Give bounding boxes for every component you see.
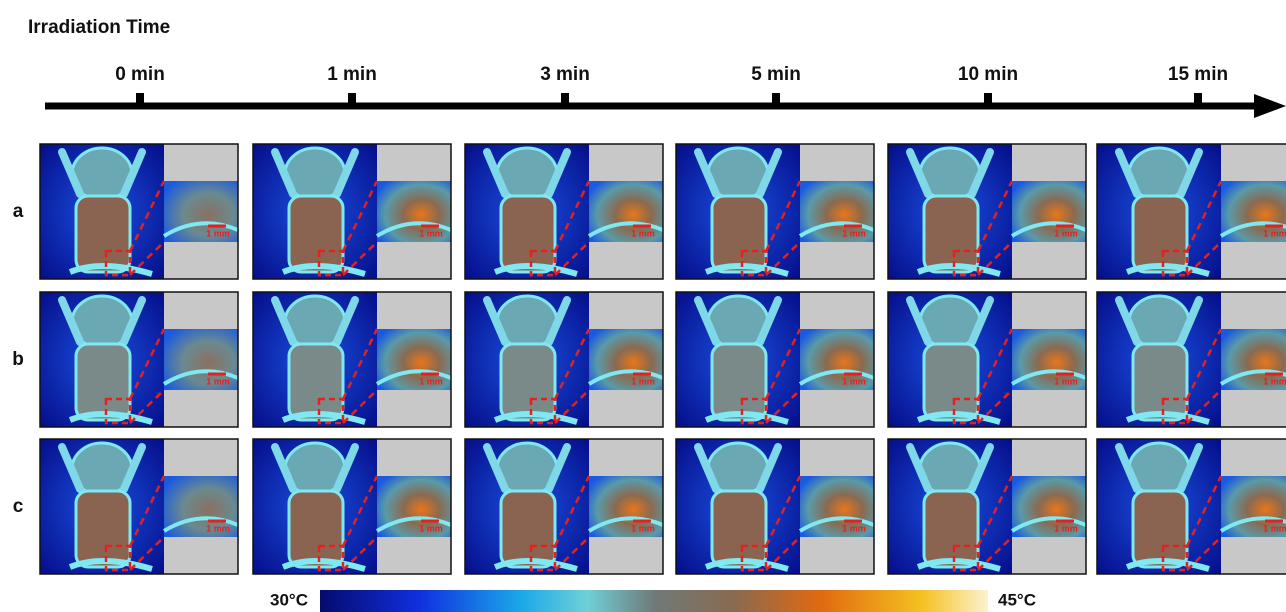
scale-bar-label: 1 mm (206, 376, 230, 386)
mouse-torso (1133, 344, 1187, 420)
mouse-torso (501, 196, 555, 272)
scale-bar-label: 1 mm (631, 376, 655, 386)
scale-bar-label: 1 mm (842, 376, 866, 386)
time-tick (772, 93, 780, 105)
scale-bar-label: 1 mm (419, 523, 443, 533)
time-tick (1194, 93, 1202, 105)
mouse-torso (924, 344, 978, 420)
scale-bar-label: 1 mm (1054, 523, 1078, 533)
mouse-torso (1133, 196, 1187, 272)
scale-bar-label: 1 mm (1054, 376, 1078, 386)
scale-bar-label: 1 mm (419, 376, 443, 386)
mouse-torso (712, 344, 766, 420)
mouse-torso (289, 196, 343, 272)
scale-bar-label: 1 mm (206, 228, 230, 238)
figure-title: Irradiation Time (28, 17, 170, 38)
mouse-torso (501, 491, 555, 567)
scale-bar-label: 1 mm (842, 523, 866, 533)
mouse-torso (924, 491, 978, 567)
scale-bar-label: 1 mm (419, 228, 443, 238)
mouse-torso (712, 196, 766, 272)
mouse-torso (76, 344, 130, 420)
mouse-torso (289, 344, 343, 420)
colorbar-min: 30°C (270, 590, 308, 609)
scale-bar-label: 1 mm (1263, 228, 1286, 238)
row-label: b (12, 349, 24, 370)
time-label: 1 min (327, 64, 377, 85)
mouse-torso (712, 491, 766, 567)
scale-bar-label: 1 mm (631, 523, 655, 533)
mouse-torso (76, 491, 130, 567)
mouse-torso (289, 491, 343, 567)
time-label: 15 min (1168, 64, 1228, 85)
scale-bar-label: 1 mm (842, 228, 866, 238)
mouse-torso (924, 196, 978, 272)
scale-bar-label: 1 mm (206, 523, 230, 533)
figure: Irradiation Time 30°C 45°C 0 min 1 min 3 m… (0, 0, 1286, 612)
arrow-head (1254, 94, 1286, 118)
mouse-torso (1133, 491, 1187, 567)
time-tick (348, 93, 356, 105)
time-tick (561, 93, 569, 105)
row-label: c (13, 496, 24, 517)
time-tick (136, 93, 144, 105)
scale-bar-label: 1 mm (1263, 376, 1286, 386)
mouse-torso (501, 344, 555, 420)
scale-bar-label: 1 mm (1263, 523, 1286, 533)
time-tick (984, 93, 992, 105)
time-label: 5 min (751, 64, 801, 85)
colorbar (320, 590, 988, 612)
time-label: 10 min (958, 64, 1018, 85)
row-label: a (13, 201, 24, 222)
mouse-torso (76, 196, 130, 272)
time-label: 0 min (115, 64, 165, 85)
time-label: 3 min (540, 64, 590, 85)
scale-bar-label: 1 mm (1054, 228, 1078, 238)
colorbar-max: 45°C (998, 590, 1036, 609)
scale-bar-label: 1 mm (631, 228, 655, 238)
